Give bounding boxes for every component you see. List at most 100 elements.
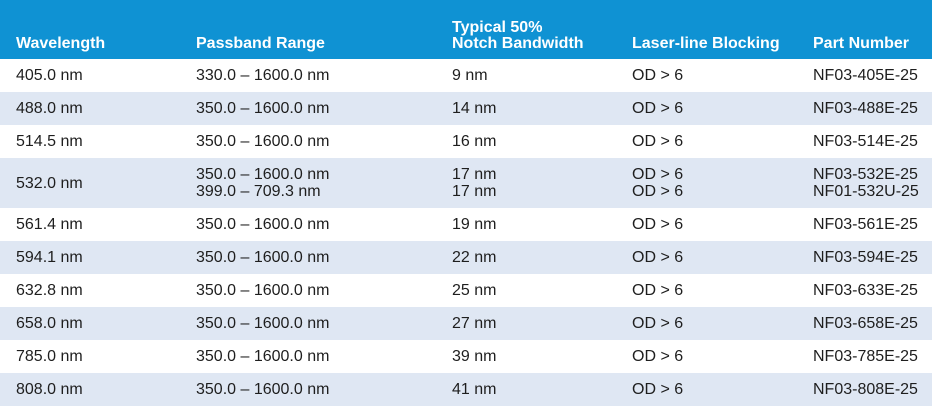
cell-laser-line-blocking: OD > 6 [632,208,813,241]
cell-passband-range: 350.0 – 1600.0 nm [196,373,452,406]
header-notch-bandwidth: Typical 50% Notch Bandwidth [452,0,632,59]
cell-passband-range-value: 350.0 – 1600.0 nm [196,282,330,299]
cell-notch-bandwidth: 19 nm [452,208,632,241]
cell-passband-range-value: 350.0 – 1600.0 nm [196,249,330,266]
table-row: 594.1 nm 350.0 – 1600.0 nm 22 nm OD > 6 NF03… [0,241,932,274]
cell-passband-range: 330.0 – 1600.0 nm [196,59,452,92]
cell-passband-range-value: 350.0 – 1600.0 nm [196,166,330,183]
cell-passband-range-value: 350.0 – 1600.0 nm [196,381,330,398]
cell-wavelength: 488.0 nm [16,100,83,117]
cell-passband-range-value: 399.0 – 709.3 nm [196,183,321,200]
cell-wavelength: 632.8 nm [16,282,83,299]
cell-wavelength: 785.0 nm [16,348,83,365]
cell-laser-line-blocking-value: OD > 6 [632,133,684,150]
cell-laser-line-blocking: OD > 6 [632,125,813,158]
cell-notch-bandwidth: 9 nm [452,59,632,92]
cell-passband-range: 350.0 – 1600.0 nm [196,274,452,307]
cell-wavelength: 658.0 nm [16,315,83,332]
cell-notch-bandwidth: 41 nm [452,373,632,406]
cell-laser-line-blocking-value: OD > 6 [632,216,684,233]
header-laser-line-blocking: Laser-line Blocking [632,35,780,52]
cell-wavelength: 514.5 nm [16,133,83,150]
cell-notch-bandwidth: 25 nm [452,274,632,307]
header-part-number: Part Number [813,35,910,52]
table-header: Wavelength Passband Range Typical 50% No… [0,0,932,59]
cell-part-number-value: NF03-658E-25 [813,315,918,332]
cell-part-number-value: NF03-532E-25 [813,166,918,183]
cell-laser-line-blocking-value: OD > 6 [632,183,684,200]
cell-wavelength: 532.0 nm [16,174,83,192]
cell-notch-bandwidth: 27 nm [452,307,632,340]
cell-wavelength: 594.1 nm [16,249,83,266]
table-row: 488.0 nm 350.0 – 1600.0 nm 14 nm OD > 6 NF03… [0,92,932,125]
cell-part-number: NF03-785E-25 [813,340,932,373]
table-row: 785.0 nm 350.0 – 1600.0 nm 39 nm OD > 6 NF03… [0,340,932,373]
cell-laser-line-blocking-value: OD > 6 [632,282,684,299]
cell-part-number: NF03-808E-25 [813,373,932,406]
cell-passband-range-value: 350.0 – 1600.0 nm [196,315,330,332]
cell-laser-line-blocking-value: OD > 6 [632,249,684,266]
cell-part-number-value: NF03-561E-25 [813,216,918,233]
cell-passband-range-value: 350.0 – 1600.0 nm [196,348,330,365]
cell-part-number: NF03-532E-25 NF01-532U-25 [813,158,932,208]
table-row: 658.0 nm 350.0 – 1600.0 nm 27 nm OD > 6 NF03… [0,307,932,340]
cell-part-number-value: NF03-514E-25 [813,133,918,150]
header-notch-bandwidth-line2: Notch Bandwidth [452,35,584,52]
cell-passband-range: 350.0 – 1600.0 nm [196,241,452,274]
cell-notch-bandwidth-value: 22 nm [452,249,497,266]
cell-laser-line-blocking: OD > 6 [632,307,813,340]
cell-wavelength: 561.4 nm [16,216,83,233]
cell-part-number: NF03-658E-25 [813,307,932,340]
cell-notch-bandwidth-value: 27 nm [452,315,497,332]
cell-notch-bandwidth: 22 nm [452,241,632,274]
cell-part-number-value: NF03-785E-25 [813,348,918,365]
table-body: 405.0 nm 330.0 – 1600.0 nm 9 nm OD > 6 NF03-… [0,59,932,406]
cell-notch-bandwidth-value: 9 nm [452,67,488,84]
cell-laser-line-blocking: OD > 6 [632,373,813,406]
cell-laser-line-blocking-value: OD > 6 [632,348,684,365]
cell-part-number: NF03-594E-25 [813,241,932,274]
cell-notch-bandwidth-value: 25 nm [452,282,497,299]
cell-part-number-value: NF03-808E-25 [813,381,918,398]
cell-part-number-value: NF01-532U-25 [813,183,919,200]
cell-passband-range: 350.0 – 1600.0 nm [196,125,452,158]
cell-laser-line-blocking: OD > 6 [632,274,813,307]
cell-passband-range: 350.0 – 1600.0 nm 399.0 – 709.3 nm [196,158,452,208]
cell-part-number-value: NF03-594E-25 [813,249,918,266]
cell-part-number-value: NF03-405E-25 [813,67,918,84]
cell-notch-bandwidth-value: 17 nm [452,183,497,200]
cell-laser-line-blocking-value: OD > 6 [632,315,684,332]
cell-part-number: NF03-405E-25 [813,59,932,92]
cell-part-number: NF03-633E-25 [813,274,932,307]
table-row: 561.4 nm 350.0 – 1600.0 nm 19 nm OD > 6 NF03… [0,208,932,241]
cell-passband-range-value: 350.0 – 1600.0 nm [196,133,330,150]
cell-passband-range: 350.0 – 1600.0 nm [196,340,452,373]
cell-laser-line-blocking-value: OD > 6 [632,381,684,398]
table-row: 808.0 nm 350.0 – 1600.0 nm 41 nm OD > 6 NF03… [0,373,932,406]
cell-laser-line-blocking: OD > 6 [632,59,813,92]
cell-part-number-value: NF03-633E-25 [813,282,918,299]
cell-notch-bandwidth-value: 14 nm [452,100,497,117]
cell-passband-range-value: 350.0 – 1600.0 nm [196,100,330,117]
cell-laser-line-blocking-value: OD > 6 [632,100,684,117]
cell-part-number: NF03-514E-25 [813,125,932,158]
cell-passband-range: 350.0 – 1600.0 nm [196,208,452,241]
cell-notch-bandwidth-value: 17 nm [452,166,497,183]
cell-wavelength: 808.0 nm [16,381,83,398]
table-row: 514.5 nm 350.0 – 1600.0 nm 16 nm OD > 6 NF03… [0,125,932,158]
cell-passband-range: 350.0 – 1600.0 nm [196,92,452,125]
header-wavelength: Wavelength [16,35,106,52]
cell-notch-bandwidth: 14 nm [452,92,632,125]
header-passband-range: Passband Range [196,35,325,52]
cell-wavelength: 405.0 nm [16,67,83,84]
header-row: Wavelength Passband Range Typical 50% No… [0,0,932,59]
cell-laser-line-blocking: OD > 6 [632,340,813,373]
table-row: 405.0 nm 330.0 – 1600.0 nm 9 nm OD > 6 NF03-… [0,59,932,92]
cell-passband-range-value: 330.0 – 1600.0 nm [196,67,330,84]
header-notch-bandwidth-line1: Typical 50% [452,19,543,36]
cell-laser-line-blocking-value: OD > 6 [632,67,684,84]
cell-passband-range: 350.0 – 1600.0 nm [196,307,452,340]
cell-notch-bandwidth-value: 19 nm [452,216,497,233]
cell-part-number: NF03-488E-25 [813,92,932,125]
table-row: 532.0 nm 350.0 – 1600.0 nm 399.0 – 709.3 n… [0,158,932,208]
